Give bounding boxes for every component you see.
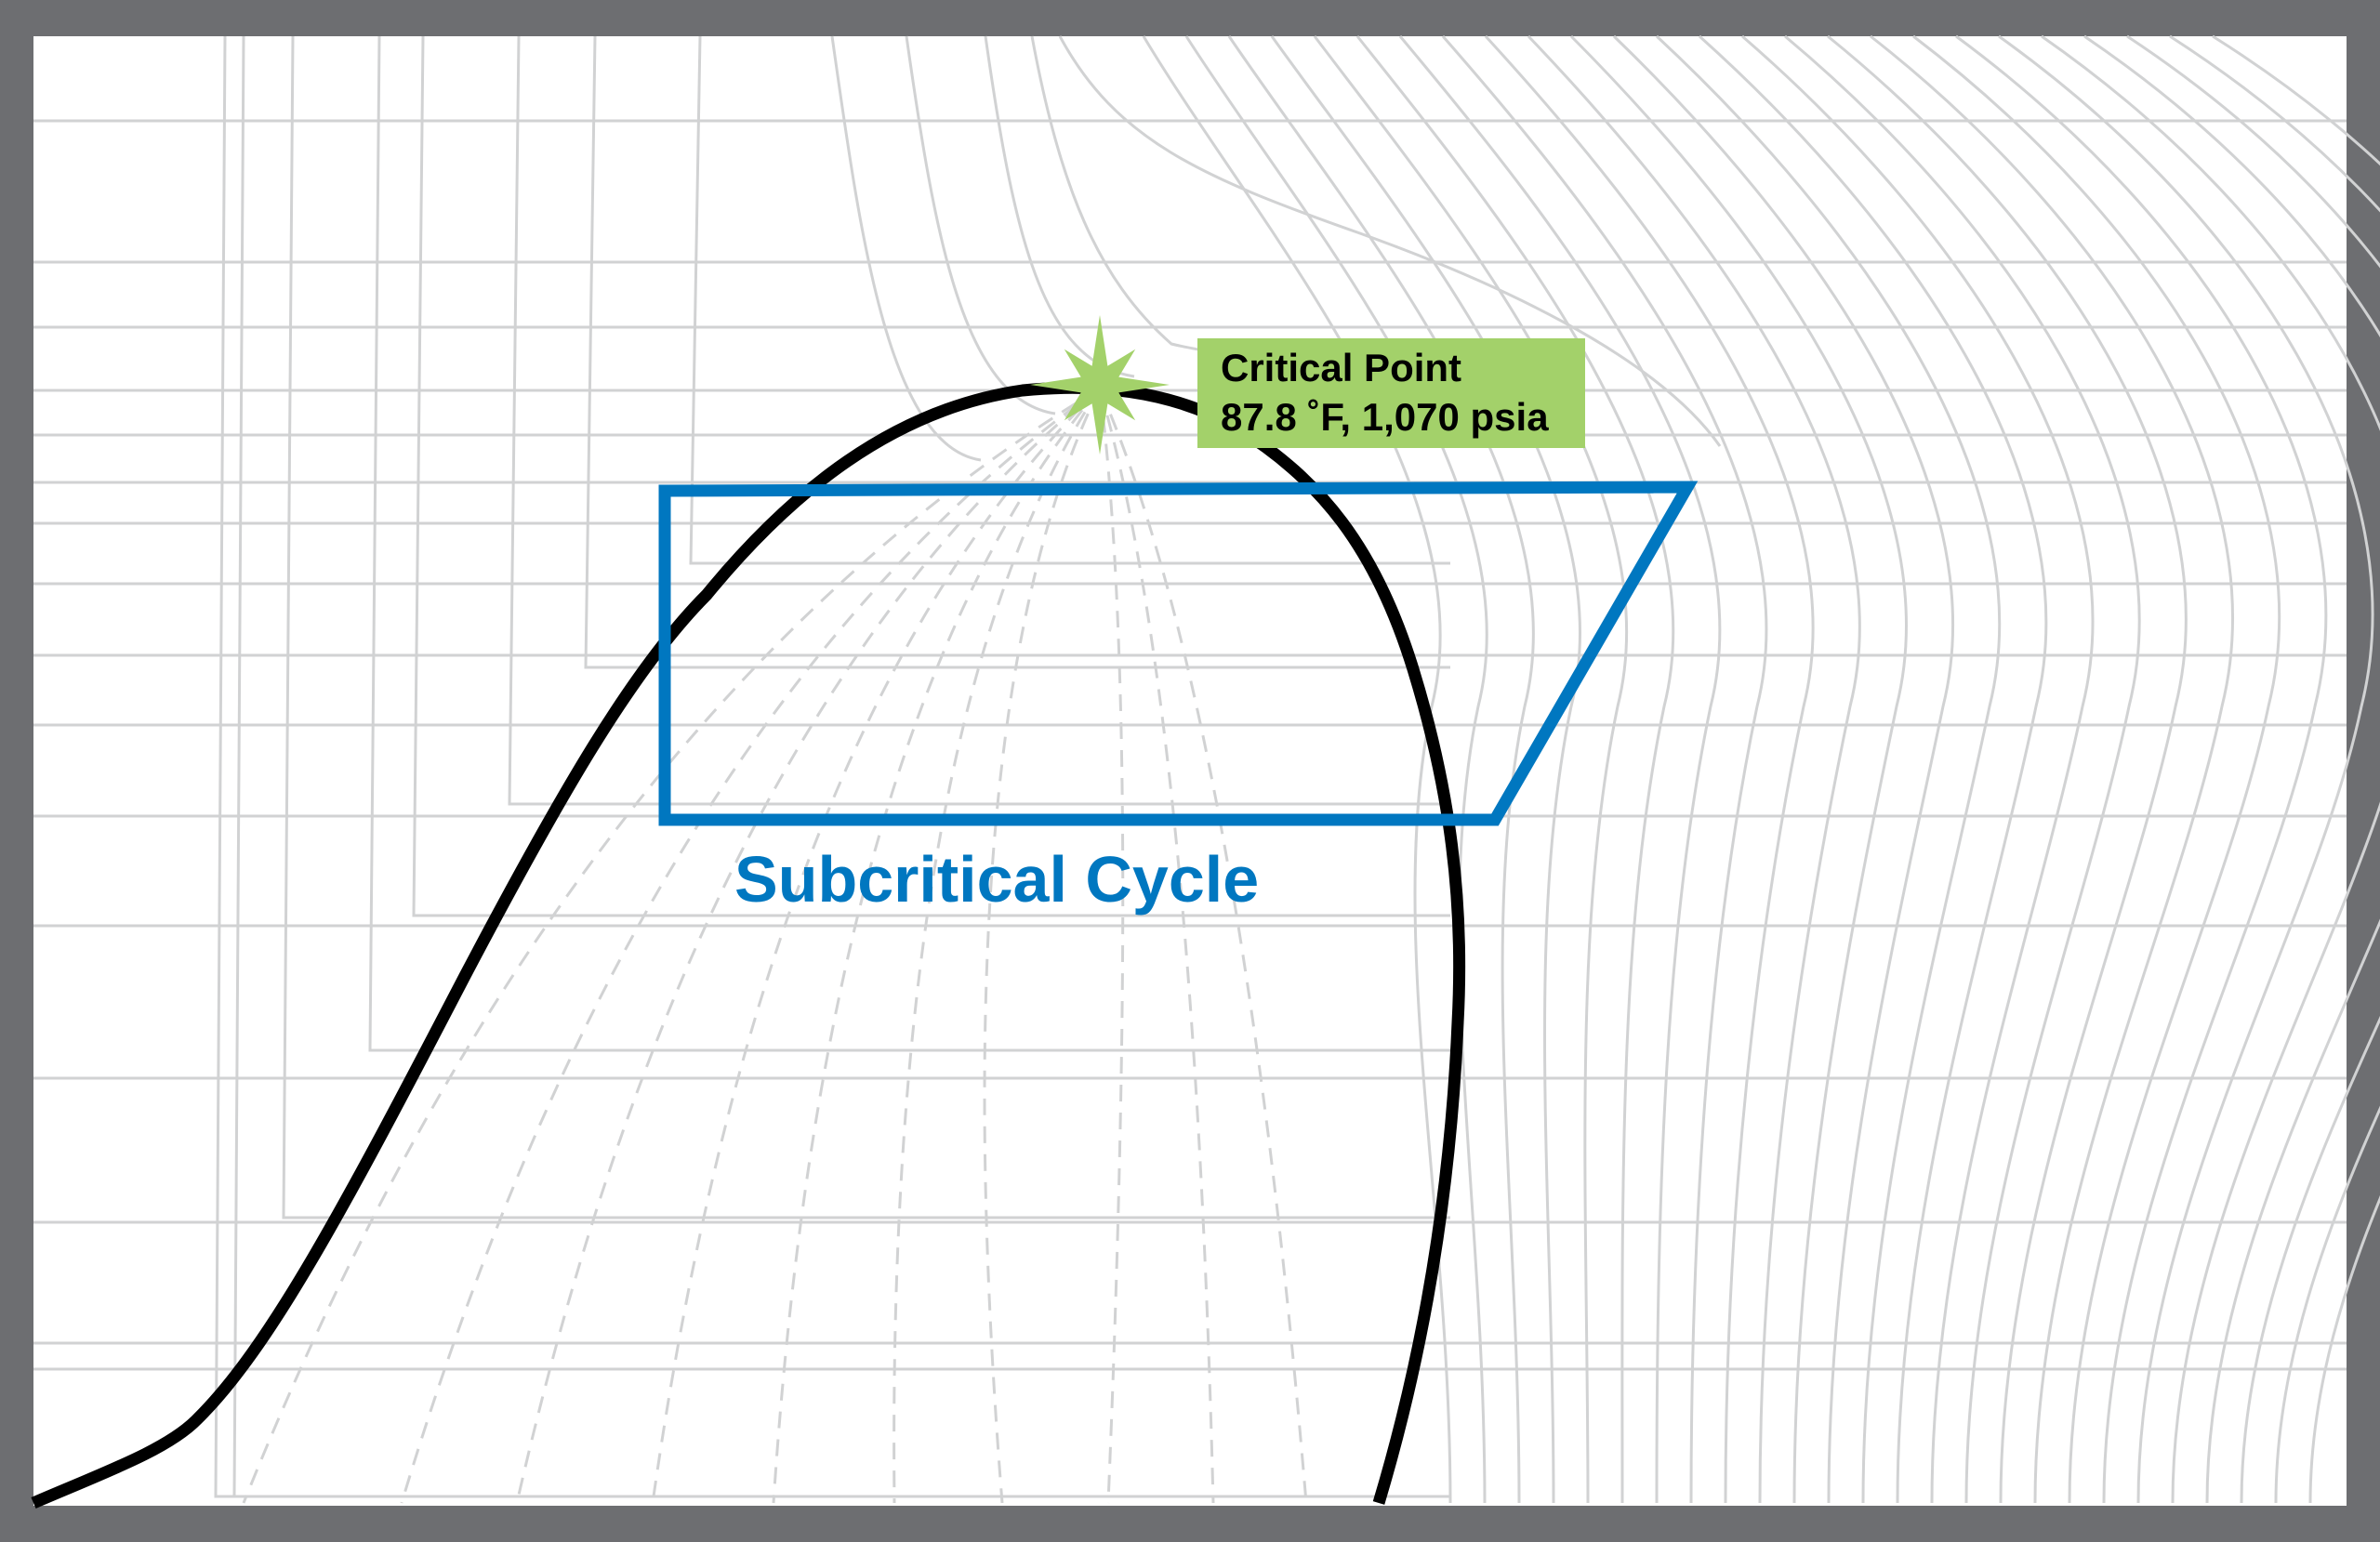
isotherm-line — [2169, 34, 2380, 1504]
critical-point-value: 87.8 ˚F, 1,070 psia — [1221, 395, 1549, 439]
isotherm-line — [2126, 34, 2380, 1504]
quality-line — [772, 388, 1102, 1504]
isotherm-line — [1784, 34, 2141, 1504]
isotherm-line — [830, 35, 982, 462]
isotherm-line — [1398, 35, 1722, 1504]
isotherm-line — [2083, 34, 2380, 1504]
subcritical-cycle-label: Subcritical Cycle — [734, 843, 1259, 916]
isotherm-line — [1741, 34, 2095, 1504]
isotherm-line — [1227, 35, 1535, 1504]
isotherm-line — [905, 35, 1056, 415]
isotherm-line — [1441, 35, 1768, 1504]
isotherm-line — [1698, 34, 2048, 1504]
plot-area — [33, 36, 2347, 1506]
isotherm-line — [2212, 34, 2380, 1504]
isotherm-line — [412, 35, 1450, 917]
isotherm-line — [1058, 35, 1722, 447]
critical-point-title: Critical Point — [1221, 346, 1461, 389]
isotherm-line — [1527, 34, 1861, 1504]
isotherm-line — [584, 35, 1450, 669]
isotherm-line — [282, 35, 1450, 1219]
isotherm-line — [1655, 34, 2002, 1504]
isotherm-line — [1998, 34, 2374, 1504]
critical-point-star-icon — [1030, 315, 1170, 455]
isotherm-line — [1355, 35, 1675, 1504]
isotherm-line — [1955, 34, 2328, 1504]
quality-line — [1098, 388, 1215, 1504]
isotherm-line — [1184, 35, 1488, 1504]
isotherm-line — [689, 35, 1450, 565]
quality-line — [515, 387, 1101, 1504]
isotherm-lines — [214, 34, 2380, 1504]
quality-line — [651, 387, 1102, 1504]
quality-line — [1098, 388, 1125, 1504]
subcritical-cycle-outline — [658, 481, 1699, 826]
isotherm-line — [1484, 34, 1815, 1504]
quality-line — [242, 387, 1101, 1504]
quality-line — [1098, 388, 1308, 1504]
isotherm-line — [508, 35, 1450, 806]
isotherm-line — [1569, 34, 1908, 1504]
quality-line — [400, 387, 1101, 1504]
isotherm-line — [1313, 35, 1629, 1504]
isotherm-line — [232, 35, 1450, 1498]
critical-point-label-box — [1197, 338, 1585, 448]
isotherm-line — [1912, 34, 2281, 1504]
isotherm-line — [1870, 34, 2234, 1504]
isotherm-line — [2041, 34, 2380, 1504]
isotherm-line — [1612, 34, 1954, 1504]
isotherm-line — [1827, 34, 2188, 1504]
isotherm-line — [1270, 35, 1581, 1504]
isotherm-line — [368, 35, 1450, 1052]
saturation-dome — [31, 381, 1466, 1509]
